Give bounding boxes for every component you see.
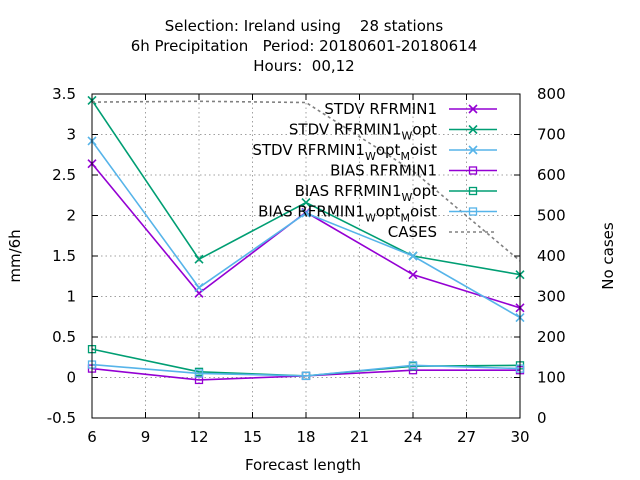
point-marker	[194, 283, 204, 293]
chart-title-line-1: Selection: Ireland using 28 stations	[165, 17, 444, 35]
y-tick-label: 3	[66, 126, 76, 144]
point-marker	[468, 166, 478, 175]
x-tick-label: 12	[189, 428, 208, 446]
x-tick-label: 9	[141, 428, 151, 446]
y2-tick-label: 600	[537, 166, 566, 184]
point-marker	[301, 197, 311, 208]
y2-tick-label: 200	[537, 328, 566, 346]
legend-label: CASES	[388, 223, 437, 241]
legend-label: BIAS RFRMIN1WoptMoist	[258, 203, 437, 225]
x-tick-label: 21	[350, 428, 369, 446]
legend-label: STDV RFRMIN1WoptMoist	[252, 141, 437, 163]
point-marker	[408, 251, 418, 261]
point-marker	[468, 145, 478, 155]
x-tick-label: 24	[403, 428, 422, 446]
point-marker	[408, 361, 418, 370]
chart-title-line-2: 6h Precipitation Period: 20180601-201806…	[131, 37, 478, 55]
y2-tick-label: 100	[537, 369, 566, 387]
y-axis-label: mm/6h	[6, 229, 24, 282]
y2-tick-label: 700	[537, 126, 566, 144]
x-tick-label: 6	[87, 428, 97, 446]
point-marker	[301, 371, 311, 381]
x-tick-label: 27	[457, 428, 476, 446]
ticks: 6 9 12 15 18 21 24 27 30 -0.5 0 0.5 1 1.5 2 2.5 3 3.5 0 100…	[47, 85, 566, 446]
legend-label: STDV RFRMIN1Wopt	[289, 121, 437, 143]
point-marker	[301, 208, 311, 218]
chart-title-line-3: Hours: 00,12	[253, 57, 354, 75]
legend-label: STDV RFRMIN1	[324, 100, 437, 118]
y-tick-label: 0	[66, 369, 76, 387]
y2-tick-label: 0	[537, 409, 547, 427]
point-marker	[408, 270, 418, 280]
y2-tick-label: 300	[537, 288, 566, 306]
point-marker	[468, 207, 478, 216]
y2-tick-label: 400	[537, 247, 566, 265]
y2-tick-label: 800	[537, 85, 566, 103]
x-tick-label: 30	[510, 428, 529, 446]
y-tick-label: 1	[66, 288, 76, 306]
point-marker	[468, 104, 478, 114]
point-marker	[194, 369, 204, 378]
y-tick-label: 2	[66, 207, 76, 225]
y-tick-label: -0.5	[47, 409, 76, 427]
point-marker	[194, 254, 204, 264]
y-tick-label: 0.5	[52, 328, 76, 346]
x-tick-label: 15	[243, 428, 262, 446]
legend-label: BIAS RFRMIN1Wopt	[295, 182, 437, 204]
y2-axis-label: No cases	[599, 222, 617, 290]
x-axis-label: Forecast length	[245, 456, 361, 474]
y-tick-label: 1.5	[52, 247, 76, 265]
point-marker	[468, 186, 478, 196]
y2-tick-label: 500	[537, 207, 566, 225]
legend-label: BIAS RFRMIN1	[330, 162, 437, 180]
y-tick-label: 2.5	[52, 166, 76, 184]
series-polyline	[91, 363, 521, 377]
x-tick-label: 18	[296, 428, 315, 446]
point-marker	[468, 124, 478, 135]
y-tick-label: 3.5	[52, 85, 76, 103]
